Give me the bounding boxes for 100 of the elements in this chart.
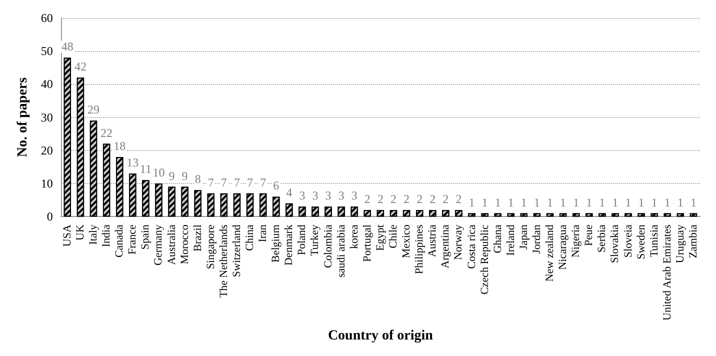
data-label: 7 xyxy=(247,175,254,190)
y-tick-label: 60 xyxy=(40,11,53,25)
data-label: 42 xyxy=(74,60,86,74)
x-tick-label: UK xyxy=(74,224,86,240)
data-label: 6 xyxy=(273,178,280,193)
data-label: 18 xyxy=(114,139,126,154)
x-tick-label: Sweden xyxy=(635,224,648,260)
x-tick-label: Tunisia xyxy=(648,224,660,258)
x-tick-label: China xyxy=(244,224,256,251)
data-label: 1 xyxy=(677,195,684,210)
x-tick-label: Poland xyxy=(296,224,308,256)
x-tick-label: Austria xyxy=(426,224,439,257)
x-tick-label: Singapore xyxy=(204,224,217,270)
x-tick-label: Norway xyxy=(452,224,465,260)
x-tick-label: Switzerland xyxy=(230,224,243,278)
x-tick-label: India xyxy=(100,224,113,248)
y-tick-label: 10 xyxy=(40,176,53,190)
data-label: 48 xyxy=(61,40,74,54)
x-tick-label: Iran xyxy=(257,224,270,242)
x-tick-label: Denmark xyxy=(283,224,296,266)
data-label: 2 xyxy=(390,192,396,206)
x-tick-label: Portugal xyxy=(361,224,374,262)
data-label: 2 xyxy=(364,192,370,206)
data-label: 11 xyxy=(140,162,152,176)
x-tick-label: Ghana xyxy=(492,224,504,254)
data-label: 1 xyxy=(573,195,580,210)
data-label: 1 xyxy=(547,195,554,210)
data-label: 1 xyxy=(664,195,670,210)
data-label: 7 xyxy=(234,175,240,190)
x-tick-label: Italy xyxy=(88,224,100,245)
x-axis-title: Country of origin xyxy=(328,328,434,344)
data-label: 22 xyxy=(100,126,113,140)
y-axis-title: No. of papers xyxy=(16,76,30,158)
data-label: 29 xyxy=(88,102,100,117)
data-label: 3 xyxy=(325,188,332,203)
data-label: 1 xyxy=(651,195,658,210)
data-label: 1 xyxy=(520,195,527,210)
x-tick-label: Australia xyxy=(166,224,178,265)
data-label: 3 xyxy=(312,188,318,203)
data-label: 1 xyxy=(494,195,501,210)
x-tick-label: USA xyxy=(61,224,74,247)
x-tick-label: Belgium xyxy=(270,224,282,262)
data-label: 1 xyxy=(625,195,632,210)
data-label: 1 xyxy=(482,195,488,210)
data-label: 9 xyxy=(168,168,175,183)
data-label: 7 xyxy=(220,175,227,190)
data-label: 9 xyxy=(182,168,188,183)
data-label: 2 xyxy=(404,192,410,206)
x-tick-label: Sloveia xyxy=(622,224,634,258)
data-label: 2 xyxy=(430,192,436,206)
data-label: 1 xyxy=(638,195,644,210)
y-tick-label: 20 xyxy=(40,143,53,158)
data-label: 4 xyxy=(286,185,292,200)
data-label: 2 xyxy=(442,192,449,206)
data-label: 3 xyxy=(299,188,306,203)
x-tick-label: Mexico xyxy=(400,224,413,258)
data-label: 10 xyxy=(152,165,165,180)
y-tick-label: 50 xyxy=(40,44,53,58)
data-label: 1 xyxy=(560,195,566,210)
x-tick-label: Zambia xyxy=(687,224,700,258)
x-tick-label: Japan xyxy=(518,224,530,250)
data-label: 7 xyxy=(260,175,266,190)
data-label: 3 xyxy=(351,188,358,203)
data-label: 2 xyxy=(416,192,423,206)
x-tick-label: United Arab Emirates xyxy=(661,224,674,320)
x-tick-label: Germany xyxy=(152,224,165,266)
x-tick-label: Ireland xyxy=(504,224,517,256)
y-tick-label: 0 xyxy=(46,210,53,224)
x-tick-label: Canada xyxy=(114,224,126,258)
x-tick-label: Turkey xyxy=(309,224,322,256)
x-tick-label: Slovakia xyxy=(609,224,622,264)
x-tick-label: Serbia xyxy=(596,224,608,253)
y-tick-label: 40 xyxy=(40,77,53,92)
data-label: 2 xyxy=(456,192,462,206)
data-label: 1 xyxy=(468,195,475,210)
data-label: 1 xyxy=(508,195,514,210)
x-tick-label: Egypt xyxy=(374,224,386,251)
data-label: 8 xyxy=(194,172,201,186)
x-tick-label: The Netherlands xyxy=(218,224,230,298)
x-tick-label: Spain xyxy=(140,224,152,250)
x-tick-label: Peue xyxy=(583,224,596,246)
x-tick-label: Nigeria xyxy=(570,224,582,258)
x-tick-label: Philippines xyxy=(414,224,426,274)
data-label: 7 xyxy=(208,175,214,190)
data-label: 1 xyxy=(586,195,592,210)
x-tick-label: korea xyxy=(348,224,360,250)
x-tick-label: Chile xyxy=(387,224,400,248)
data-label: 13 xyxy=(126,156,139,170)
x-tick-label: Colombia xyxy=(322,224,334,268)
y-tick-label: 30 xyxy=(40,110,53,124)
x-tick-label: saudi arabia xyxy=(335,224,348,278)
x-tick-label: Nicaragua xyxy=(557,224,570,270)
x-tick-label: Argentina xyxy=(440,224,452,268)
x-tick-label: New zealand xyxy=(544,224,556,282)
x-tick-label: Morocco xyxy=(178,224,191,264)
x-tick-label: Jordan xyxy=(530,224,543,254)
x-tick-label: France xyxy=(126,224,139,255)
x-tick-label: Costa rica xyxy=(466,224,478,269)
x-tick-label: Czech Republic xyxy=(478,224,491,295)
data-label: 2 xyxy=(377,192,384,206)
